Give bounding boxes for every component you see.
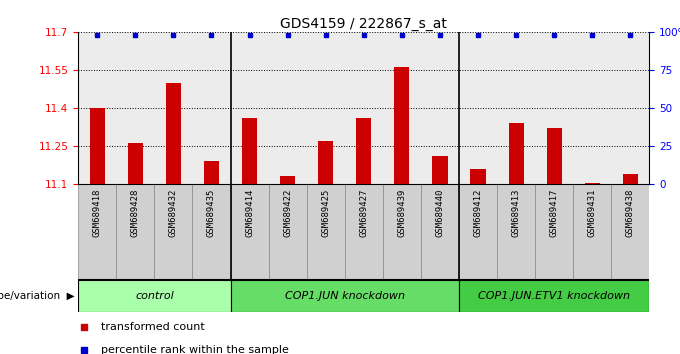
Bar (509, 123, 524, 184)
Bar (166, 82, 181, 184)
Bar (154, 184, 192, 280)
Bar (535, 184, 573, 280)
Bar (383, 32, 421, 184)
Bar (78, 184, 116, 280)
Text: GSM689417: GSM689417 (549, 189, 559, 237)
Bar (611, 32, 649, 184)
Bar (573, 32, 611, 184)
Bar (611, 184, 649, 280)
Bar (318, 141, 333, 184)
Bar (307, 32, 345, 184)
Text: genotype/variation  ▶: genotype/variation ▶ (0, 291, 75, 301)
Bar (383, 184, 421, 280)
Bar (345, 184, 383, 280)
Bar (78, 32, 116, 184)
Bar (421, 184, 459, 280)
Text: GSM689418: GSM689418 (92, 189, 102, 237)
Bar (471, 169, 486, 184)
Bar (280, 176, 295, 184)
Bar (356, 118, 371, 184)
Bar (497, 184, 535, 280)
Bar (623, 174, 638, 184)
Bar (345, 32, 383, 184)
Bar (585, 183, 600, 184)
Bar (204, 161, 219, 184)
Bar (459, 184, 497, 280)
Bar (242, 118, 257, 184)
Text: percentile rank within the sample: percentile rank within the sample (101, 344, 289, 354)
Text: GSM689414: GSM689414 (245, 189, 254, 237)
Bar (192, 184, 231, 280)
Bar (116, 32, 154, 184)
Text: GSM689432: GSM689432 (169, 189, 178, 237)
Text: control: control (135, 291, 173, 301)
Bar (128, 143, 143, 184)
Bar (192, 32, 231, 184)
Bar (231, 184, 269, 280)
Text: GSM689425: GSM689425 (321, 189, 330, 237)
Text: GSM689439: GSM689439 (397, 189, 407, 237)
Text: GSM689435: GSM689435 (207, 189, 216, 237)
Bar (231, 280, 459, 312)
Text: GSM689422: GSM689422 (283, 189, 292, 237)
Bar (573, 184, 611, 280)
Bar (497, 32, 535, 184)
Text: GSM689412: GSM689412 (473, 189, 483, 237)
Text: GSM689431: GSM689431 (588, 189, 597, 237)
Text: GSM689438: GSM689438 (626, 189, 635, 237)
Title: GDS4159 / 222867_s_at: GDS4159 / 222867_s_at (280, 17, 447, 31)
Bar (269, 32, 307, 184)
Bar (421, 32, 459, 184)
Bar (535, 32, 573, 184)
Text: transformed count: transformed count (101, 321, 205, 332)
Bar (78, 280, 231, 312)
Text: GSM689427: GSM689427 (359, 189, 369, 237)
Bar (432, 156, 447, 184)
Bar (269, 184, 307, 280)
Bar (394, 67, 409, 184)
Bar (116, 184, 154, 280)
Bar (154, 32, 192, 184)
Text: COP1.JUN.ETV1 knockdown: COP1.JUN.ETV1 knockdown (478, 291, 630, 301)
Text: COP1.JUN knockdown: COP1.JUN knockdown (285, 291, 405, 301)
Bar (307, 184, 345, 280)
Bar (90, 108, 105, 184)
Bar (547, 128, 562, 184)
Text: GSM689440: GSM689440 (435, 189, 445, 237)
Bar (459, 32, 497, 184)
Bar (459, 280, 649, 312)
Bar (231, 32, 269, 184)
Text: GSM689413: GSM689413 (511, 189, 521, 237)
Text: GSM689428: GSM689428 (131, 189, 140, 237)
